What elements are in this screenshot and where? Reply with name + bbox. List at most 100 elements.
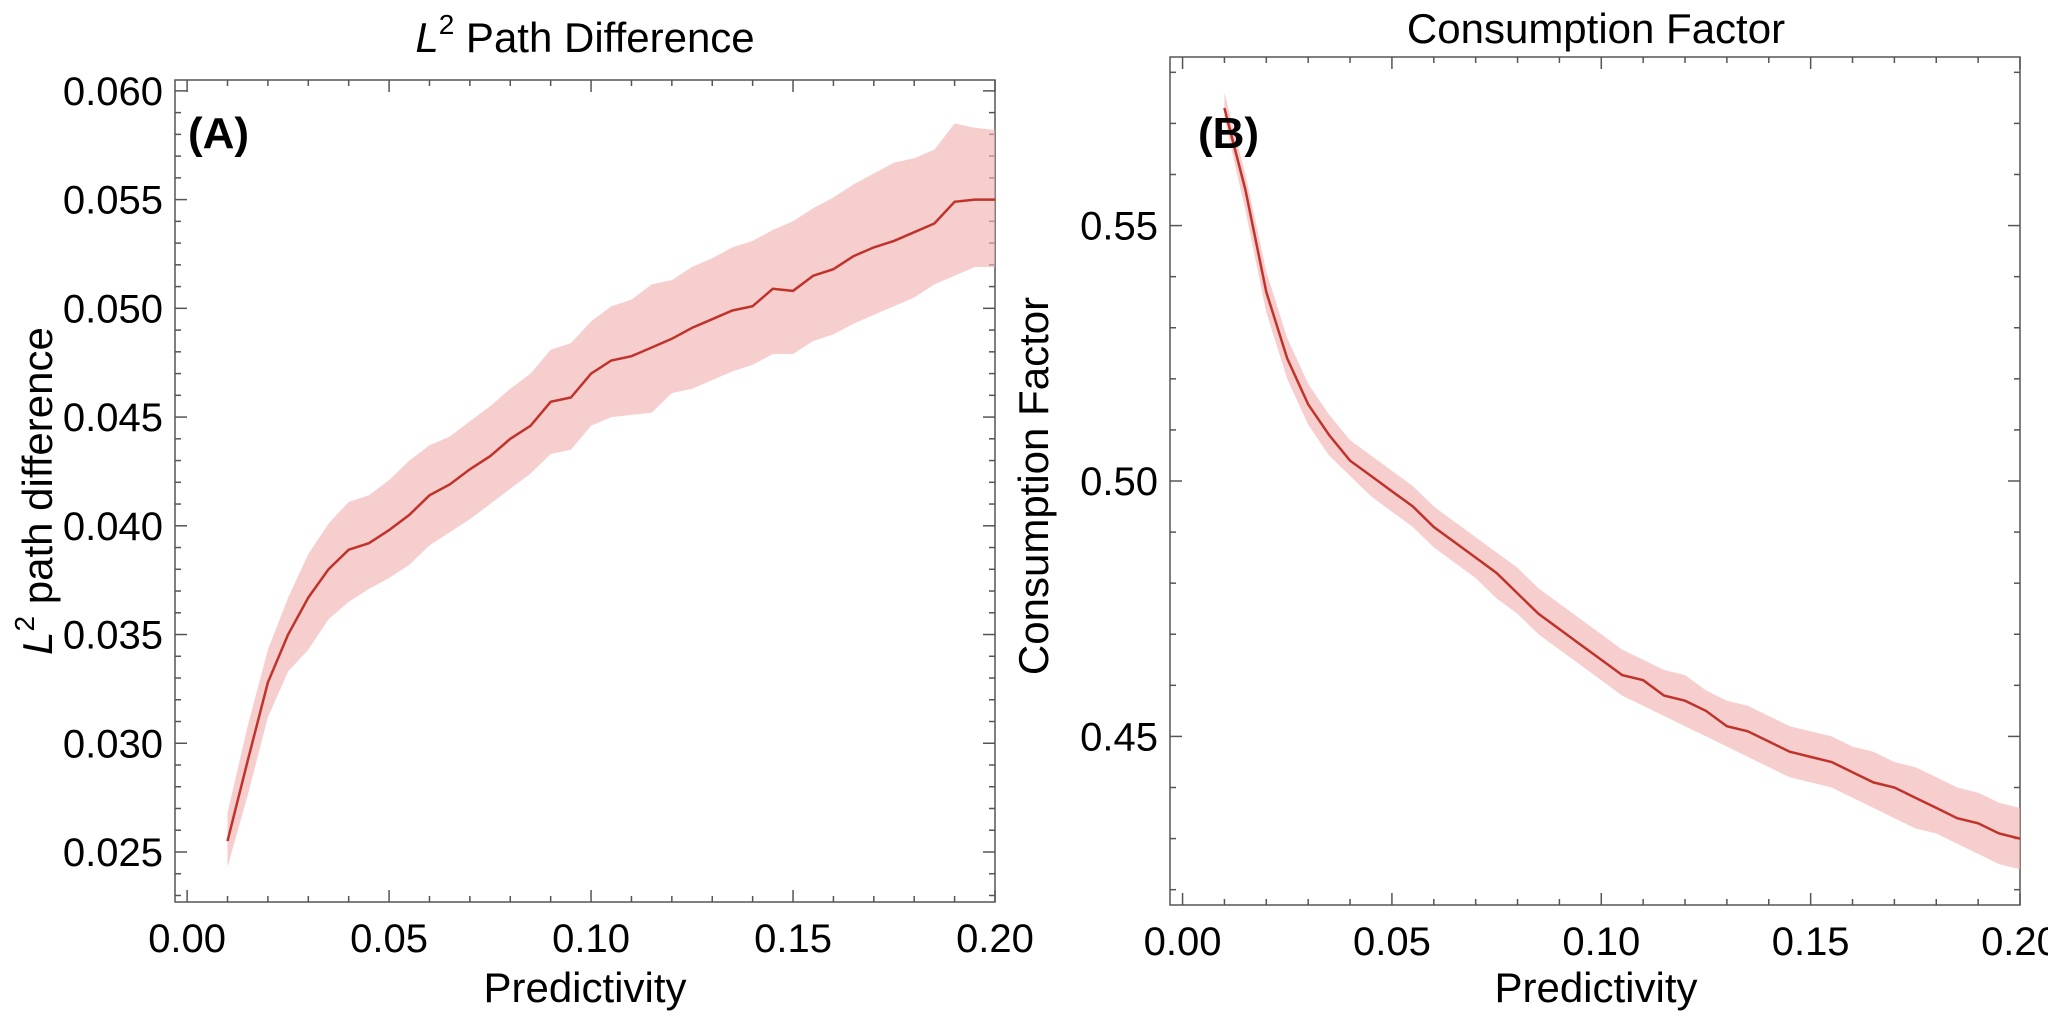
panel-b-y-tick-label: 0.55 xyxy=(1080,205,1158,249)
panel-b-title: Consumption Factor xyxy=(1407,5,1785,52)
panel-b-data-point xyxy=(1997,832,2001,836)
panel-a-data-point xyxy=(246,759,250,763)
panel-a-x-tick-label: 0.20 xyxy=(956,917,1034,961)
panel-a-data-point xyxy=(953,200,957,204)
panel-b-data-point xyxy=(1934,806,1938,810)
panel-a-data-point xyxy=(488,454,492,458)
panel-a-data-point xyxy=(387,528,391,532)
panel-a-data-point xyxy=(428,493,432,497)
panel-a-data-point xyxy=(771,287,775,291)
panel-a-y-tick-label: 0.040 xyxy=(63,505,163,549)
panel-b-data-point xyxy=(1725,724,1729,728)
panel-a-x-tick-label: 0.10 xyxy=(552,917,630,961)
panel-b-data-point xyxy=(1641,678,1645,682)
panel-a-data-point xyxy=(973,198,977,202)
panel-a-ticks: 0.00 0.05 0.10 0.15 0.20 0.025 0.030 0.035 0.040… xyxy=(63,70,1034,961)
panel-a-x-tick-label: 0.15 xyxy=(754,917,832,961)
panel-a-data-point xyxy=(670,337,674,341)
panel-b-data-point xyxy=(1976,821,1980,825)
panel-a-confidence-band xyxy=(227,123,995,868)
panel-b-data-point xyxy=(1453,540,1457,544)
panel-a-data-point xyxy=(650,346,654,350)
panel-b-data-point xyxy=(1411,505,1415,509)
panel-b-data-point xyxy=(1390,489,1394,493)
panel-a-data-point xyxy=(872,245,876,249)
panel-a-data-point xyxy=(690,326,694,330)
panel-a-y-tick-label: 0.025 xyxy=(63,831,163,875)
panel-b-y-tick-label: 0.45 xyxy=(1080,715,1158,759)
panel-b-data-point xyxy=(1746,729,1750,733)
panel-b-x-axis-label: Predictivity xyxy=(1494,964,1697,1011)
panel-b-data-point xyxy=(1264,290,1268,294)
panel-b-y-axis-label: Consumption Factor xyxy=(1010,297,1057,675)
panel-a-data-point xyxy=(347,548,351,552)
panel-a-y-tick-label: 0.045 xyxy=(63,396,163,440)
panel-a-x-axis-label: Predictivity xyxy=(483,964,686,1011)
panel-a-title-main: L xyxy=(415,14,438,61)
panel-b-points xyxy=(1222,106,2022,841)
panel-a-data-point xyxy=(912,230,916,234)
panel-b-data-point xyxy=(2018,837,2022,841)
panel-a-y-tick-label: 0.030 xyxy=(63,722,163,766)
panel-b-data-point xyxy=(1892,786,1896,790)
panel-a-frame xyxy=(174,79,996,903)
panel-b-data-point xyxy=(1432,525,1436,529)
panel-a-y-tick-label: 0.050 xyxy=(63,287,163,331)
panel-b-label: (B) xyxy=(1198,109,1259,158)
panel-b-x-tick-label: 0.00 xyxy=(1144,920,1222,964)
panel-a-data-point xyxy=(751,304,755,308)
panel-a-label: (A) xyxy=(188,109,249,158)
panel-a-data-point xyxy=(508,437,512,441)
panel-b-ticks: 0.00 0.05 0.10 0.15 0.20 0.45 0.50 0.55 xyxy=(1080,57,2048,964)
panel-a-data-point xyxy=(468,467,472,471)
panel-a-ylabel-sup: 2 xyxy=(9,616,40,632)
panel-b-data-point xyxy=(1809,755,1813,759)
panel-b-data-point xyxy=(1285,356,1289,360)
panel-b: Consumption Factor 0.00 0.05 0.10 0.15 0.200… xyxy=(1010,5,2048,1011)
panel-a-data-point xyxy=(892,239,896,243)
panel-b-x-tick-label: 0.15 xyxy=(1772,920,1850,964)
panel-a-ylabel-rest: path difference xyxy=(14,327,61,616)
panel-a-x-tick-label: 0.05 xyxy=(350,917,428,961)
panel-a-data-point xyxy=(266,680,270,684)
panel-b-data-point xyxy=(1243,188,1247,192)
panel-a-y-tick-label: 0.055 xyxy=(63,179,163,223)
panel-b-data-point xyxy=(1327,433,1331,437)
panel-b-data-point xyxy=(1767,740,1771,744)
panel-a-data-point xyxy=(306,596,310,600)
panel-b-data-point xyxy=(1955,816,1959,820)
panel-a-data-point xyxy=(852,254,856,258)
panel-a-y-axis-label: L2 path difference xyxy=(9,327,61,655)
panel-b-data-point xyxy=(1851,770,1855,774)
panel-b-data-point xyxy=(1578,643,1582,647)
panel-b-x-tick-label: 0.10 xyxy=(1562,920,1640,964)
panel-a-data-point xyxy=(811,274,815,278)
panel-b-data-point xyxy=(1830,760,1834,764)
panel-b-x-tick-label: 0.20 xyxy=(1981,920,2048,964)
panel-a-data-point xyxy=(327,567,331,571)
panel-a-data-point xyxy=(589,372,593,376)
panel-b-data-point xyxy=(1474,556,1478,560)
panel-a-data-point xyxy=(630,354,634,358)
panel-a-data-point xyxy=(730,309,734,313)
panel-b-data-point xyxy=(1537,612,1541,616)
panel-a-x-tick-label: 0.00 xyxy=(148,917,226,961)
panel-a-data-point xyxy=(549,400,553,404)
panel-a-data-point xyxy=(791,289,795,293)
panel-a-data-point xyxy=(569,396,573,400)
panel-a-ylabel-main: L xyxy=(14,632,61,655)
panel-b-data-point xyxy=(1788,750,1792,754)
panel-a-title-rest: Path Difference xyxy=(454,14,754,61)
panel-b-data-point xyxy=(1348,459,1352,463)
panel-a-mean-line xyxy=(226,198,995,842)
panel-b-data-point xyxy=(1516,591,1520,595)
panel-b-data-point xyxy=(1495,571,1499,575)
panel-a-data-point xyxy=(529,424,533,428)
panel-b-data-point xyxy=(1369,474,1373,478)
panel-a-data-point xyxy=(993,198,997,202)
panel-b-data-point xyxy=(1683,699,1687,703)
panel-b-y-tick-label: 0.50 xyxy=(1080,460,1158,504)
panel-a-data-point xyxy=(710,317,714,321)
panel-b-mean-line xyxy=(1223,107,2021,840)
